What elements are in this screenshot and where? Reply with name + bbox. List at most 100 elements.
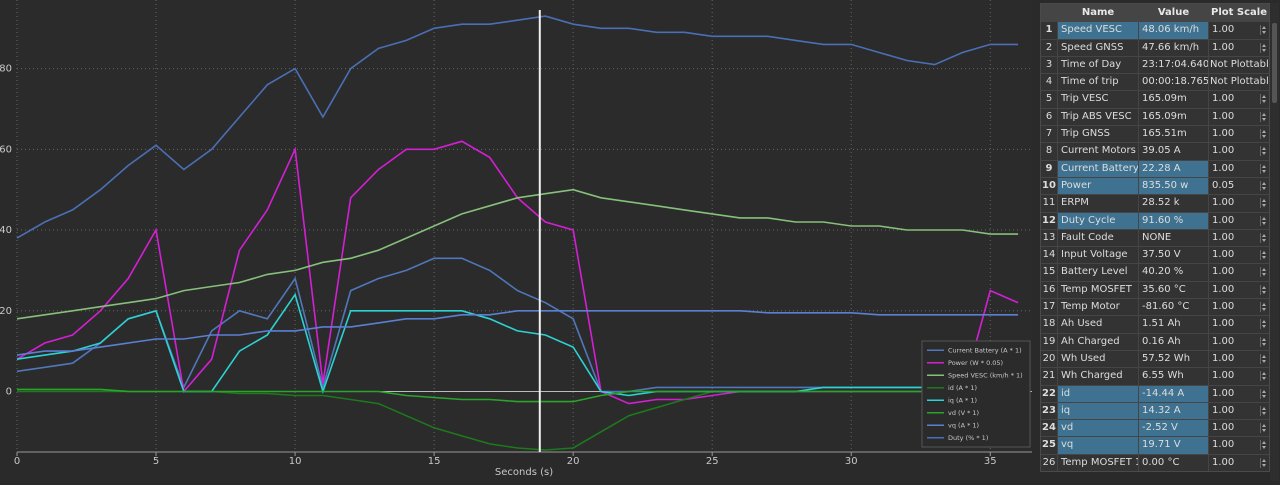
spin-arrows[interactable] xyxy=(1260,42,1267,53)
table-row: 22 id -14.44 A 1.00 xyxy=(1041,384,1269,402)
scale-cell[interactable]: 1.00 xyxy=(1209,403,1269,419)
series-line xyxy=(16,310,1019,356)
scale-cell[interactable]: 1.00 xyxy=(1209,264,1269,280)
spin-arrows[interactable] xyxy=(1260,250,1267,261)
value-cell: 39.05 A xyxy=(1139,143,1209,160)
name-cell: iq xyxy=(1058,402,1139,420)
scale-cell[interactable]: 1.00 xyxy=(1209,230,1269,246)
scale-cell[interactable]: 0.05 xyxy=(1209,178,1269,194)
table-row: 24 vd -2.52 V 1.00 xyxy=(1041,419,1269,437)
scale-cell[interactable]: 1.00 xyxy=(1209,143,1269,159)
scale-cell[interactable]: 1.00 xyxy=(1209,40,1269,56)
spin-arrows[interactable] xyxy=(1260,215,1267,226)
spin-arrows[interactable] xyxy=(1260,146,1267,157)
row-number: 13 xyxy=(1041,229,1058,247)
name-cell: Current Battery xyxy=(1058,160,1139,177)
spin-arrows[interactable] xyxy=(1260,319,1267,330)
scale-cell[interactable]: 1.00 xyxy=(1209,282,1269,298)
x-tick-label: 0 xyxy=(14,456,20,467)
legend-label: Duty (% * 1) xyxy=(948,434,988,442)
spin-arrows[interactable] xyxy=(1260,198,1267,209)
table-row: 6 Trip ABS VESC 165.09m 1.00 xyxy=(1041,107,1269,126)
table-row: 17 Temp Motor -81.60 °C 1.00 xyxy=(1041,298,1269,316)
table-row: 14 Input Voltage 37.50 V 1.00 xyxy=(1041,246,1269,264)
name-cell: Wh Used xyxy=(1058,350,1139,368)
value-cell: -14.44 A xyxy=(1139,385,1209,402)
name-cell: Ah Used xyxy=(1058,316,1139,333)
spin-arrows[interactable] xyxy=(1260,284,1267,295)
spin-arrows[interactable] xyxy=(1260,336,1267,347)
spin-arrows[interactable] xyxy=(1260,180,1267,191)
scale-cell[interactable]: 1.00 xyxy=(1209,455,1269,471)
scale-cell[interactable]: 1.00 xyxy=(1209,91,1269,107)
legend-label: iq (A * 1) xyxy=(948,396,977,404)
x-tick-label: 5 xyxy=(153,456,159,467)
row-number: 24 xyxy=(1041,420,1058,437)
table-row: 26 Temp MOSFET 1 0.00 °C 1.00 xyxy=(1041,453,1269,472)
row-number: 10 xyxy=(1041,177,1058,195)
name-cell: vq xyxy=(1058,437,1139,454)
scroll-thumb[interactable] xyxy=(1272,23,1277,103)
value-cell: 0.00 °C xyxy=(1139,454,1209,472)
value-cell: 48.06 km/h xyxy=(1139,22,1209,39)
legend-label: vq (A * 1) xyxy=(948,421,979,429)
scale-cell[interactable]: 1.00 xyxy=(1209,334,1269,350)
spin-arrows[interactable] xyxy=(1260,232,1267,243)
name-cell: Trip ABS VESC xyxy=(1058,108,1139,126)
series-line xyxy=(16,15,1019,239)
scale-cell[interactable]: 1.00 xyxy=(1209,247,1269,263)
scale-cell[interactable]: 1.00 xyxy=(1209,386,1269,402)
scale-cell[interactable]: 1.00 xyxy=(1209,161,1269,177)
scale-cell[interactable]: 1.00 xyxy=(1209,420,1269,436)
name-cell: ERPM xyxy=(1058,195,1139,212)
scale-cell[interactable]: 1.00 xyxy=(1209,126,1269,142)
spin-arrows[interactable] xyxy=(1260,440,1267,451)
spin-arrows[interactable] xyxy=(1260,267,1267,278)
y-tick-label: 60 xyxy=(0,144,12,155)
spin-arrows[interactable] xyxy=(1260,371,1267,382)
row-number: 2 xyxy=(1041,39,1058,56)
scale-cell[interactable]: 1.00 xyxy=(1209,316,1269,332)
scale-cell[interactable]: 1.00 xyxy=(1209,299,1269,315)
spin-arrows[interactable] xyxy=(1260,302,1267,313)
header-cell xyxy=(1041,5,1058,22)
spin-arrows[interactable] xyxy=(1260,353,1267,364)
name-cell: Trip GNSS xyxy=(1058,126,1139,143)
scale-cell[interactable]: 1.00 xyxy=(1209,213,1269,229)
legend-label: Power (W * 0.05) xyxy=(948,359,1003,367)
spin-arrows[interactable] xyxy=(1260,405,1267,416)
table-row: 2 Speed GNSS 47.66 km/h 1.00 xyxy=(1041,38,1269,56)
name-cell: Speed VESC xyxy=(1058,22,1139,39)
spin-arrows[interactable] xyxy=(1260,25,1267,36)
spin-arrows[interactable] xyxy=(1260,457,1267,468)
name-cell: Temp MOSFET xyxy=(1058,281,1139,299)
table-row: 23 iq 14.32 A 1.00 xyxy=(1041,401,1269,420)
value-cell: 22.28 A xyxy=(1139,160,1209,177)
table-row: 1 Speed VESC 48.06 km/h 1.00 xyxy=(1041,21,1269,39)
spin-arrows[interactable] xyxy=(1260,388,1267,399)
scale-cell[interactable]: 1.00 xyxy=(1209,368,1269,384)
scrollbar[interactable] xyxy=(1270,3,1279,481)
spin-arrows[interactable] xyxy=(1260,129,1267,140)
value-cell: 23:17:04.640 xyxy=(1139,56,1209,74)
x-tick-label: 35 xyxy=(984,456,997,467)
row-number: 19 xyxy=(1041,333,1058,350)
name-cell: Speed GNSS xyxy=(1058,39,1139,56)
scale-cell[interactable]: 1.00 xyxy=(1209,195,1269,211)
table-row: 15 Battery Level 40.20 % 1.00 xyxy=(1041,263,1269,281)
scale-cell[interactable]: 1.00 xyxy=(1209,22,1269,38)
name-cell: Ah Charged xyxy=(1058,333,1139,350)
value-cell: 14.32 A xyxy=(1139,402,1209,420)
scale-cell[interactable]: 1.00 xyxy=(1209,109,1269,125)
table-row: 25 vq 19.71 V 1.00 xyxy=(1041,436,1269,454)
name-cell: vd xyxy=(1058,420,1139,437)
scale-cell[interactable]: 1.00 xyxy=(1209,351,1269,367)
scale-cell: Not Plottable xyxy=(1210,58,1269,70)
spin-arrows[interactable] xyxy=(1260,94,1267,105)
spin-arrows[interactable] xyxy=(1260,111,1267,122)
scale-cell[interactable]: 1.00 xyxy=(1209,437,1269,453)
spin-arrows[interactable] xyxy=(1260,423,1267,434)
spin-arrows[interactable] xyxy=(1260,163,1267,174)
table-row: 12 Duty Cycle 91.60 % 1.00 xyxy=(1041,211,1269,229)
value-cell: 47.66 km/h xyxy=(1139,39,1209,56)
